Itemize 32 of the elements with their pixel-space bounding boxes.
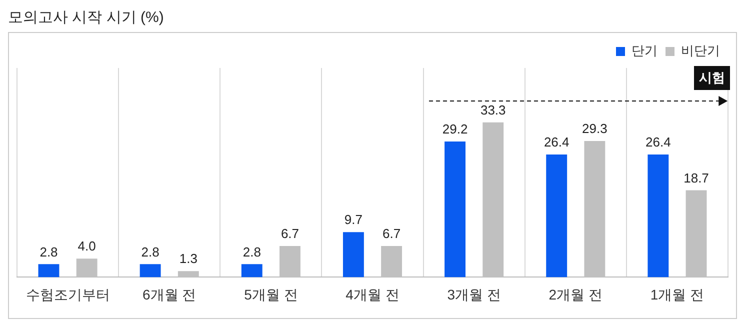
data-label: 29.3 [582, 121, 608, 136]
data-label: 18.7 [684, 170, 709, 186]
bar [546, 154, 568, 278]
bar [444, 141, 466, 278]
bar [140, 264, 161, 278]
data-label: 26.4 [646, 134, 671, 150]
data-label: 2.8 [242, 244, 261, 260]
x-tick-label: 수험조기부터 [26, 286, 110, 302]
x-tick-label: 5개월 전 [244, 286, 298, 302]
data-label: 29.2 [442, 122, 468, 137]
x-tick-label: 4개월 전 [346, 286, 400, 302]
data-label: 26.4 [544, 134, 570, 150]
chart-title: 모의고사 시작 시기 (%) [8, 8, 165, 28]
data-label: 9.7 [344, 212, 362, 228]
bar [648, 154, 669, 278]
bar [38, 264, 60, 278]
data-label: 2.8 [141, 244, 160, 260]
data-label: 6.7 [280, 226, 300, 242]
legend-label: 단기 [632, 43, 658, 58]
data-label: 6.7 [382, 226, 401, 242]
legend-label: 비단기 [681, 43, 720, 58]
x-tick-label: 6개월 전 [142, 286, 196, 302]
x-tick-label: 2개월 전 [548, 286, 602, 302]
bar [342, 232, 364, 278]
data-label: 1.3 [179, 251, 198, 266]
text: 시험 [694, 66, 730, 90]
data-label: 4.0 [78, 238, 96, 254]
x-tick-label: 1개월 전 [650, 286, 704, 302]
x-tick-label: 3개월 전 [447, 286, 501, 302]
bar [241, 264, 262, 278]
data-label: 33.3 [480, 102, 506, 118]
data-label: 2.8 [40, 244, 58, 260]
